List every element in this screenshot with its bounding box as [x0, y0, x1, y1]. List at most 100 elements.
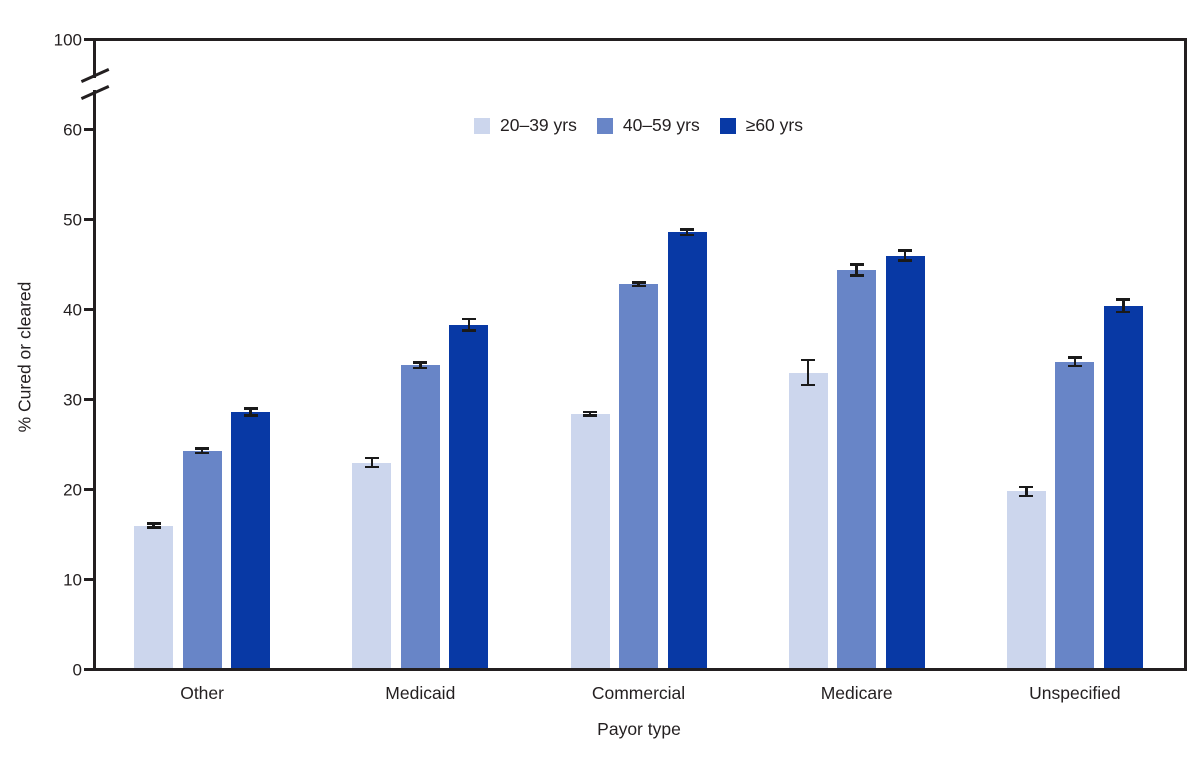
error-bar-stem: [467, 318, 471, 331]
error-bar-stem: [370, 458, 374, 467]
error-bar-cap: [631, 284, 646, 288]
error-bar-cap: [1019, 485, 1034, 489]
error-bar-cap: [243, 407, 258, 410]
y-tick: [84, 308, 93, 311]
error-bar-cap: [195, 451, 210, 455]
y-tick-label: 60: [63, 120, 82, 139]
y-tick-label: 30: [63, 390, 82, 409]
error-bar-stem: [588, 412, 592, 416]
error-bar-stem: [685, 229, 689, 235]
error-bar-cap: [1067, 356, 1082, 359]
plot-top-border: [93, 38, 1187, 41]
error-bar-stem: [637, 282, 640, 287]
error-bar-cap: [1067, 364, 1082, 367]
y-axis-title: % Cured or cleared: [14, 281, 35, 433]
bar-commercial-1: [570, 413, 610, 670]
x-axis-line: [93, 668, 1187, 671]
legend-label: 40–59 yrs: [622, 115, 700, 135]
error-bar-cap: [364, 456, 379, 460]
y-tick: [84, 398, 93, 401]
error-bar-cap: [631, 281, 646, 284]
error-bar-cap: [898, 249, 913, 252]
category-label-medicare: Medicare: [820, 683, 893, 703]
legend-swatch-icon: [596, 117, 613, 134]
error-bar-cap: [801, 358, 816, 362]
error-bar-stem: [1025, 486, 1028, 496]
bar-medicare-3: [885, 255, 925, 670]
error-bar-cap: [898, 259, 913, 262]
bar-medicaid-2: [400, 365, 440, 670]
legend-label: 20–39 yrs: [500, 115, 577, 135]
bar-unspecified-3: [1103, 305, 1143, 670]
error-bar-stem: [1122, 299, 1125, 313]
legend: 20–39 yrs 40–59 yrs ≥60 yrs: [93, 115, 1184, 136]
x-axis-title: Payor type: [597, 719, 681, 739]
error-bar-cap: [801, 383, 816, 387]
error-bar-cap: [583, 414, 597, 417]
error-bar-cap: [146, 526, 161, 529]
legend-swatch-icon: [474, 117, 490, 134]
error-bar-stem: [419, 362, 422, 368]
y-tick-label: 50: [63, 210, 82, 229]
y-tick: [84, 38, 93, 41]
error-bar-stem: [249, 408, 252, 416]
error-bar-cap: [243, 414, 258, 417]
category-label-unspecified: Unspecified: [1029, 683, 1121, 703]
category-label-other: Other: [180, 683, 224, 703]
y-tick-label: 20: [63, 480, 82, 499]
bar-unspecified-1: [1006, 491, 1046, 670]
error-bar-cap: [680, 233, 694, 237]
error-bar-cap: [461, 329, 476, 332]
legend-item: ≥60 yrs: [719, 115, 803, 136]
plot-right-border: [1184, 38, 1187, 671]
error-bar-stem: [806, 359, 810, 386]
error-bar-cap: [1116, 298, 1131, 301]
y-tick-label: 0: [72, 660, 82, 679]
y-tick-label: 40: [63, 300, 82, 319]
error-bar-cap: [461, 317, 476, 321]
legend-label: ≥60 yrs: [745, 115, 803, 135]
error-bar-cap: [849, 263, 864, 266]
error-bar-cap: [583, 410, 597, 414]
bar-other-3: [231, 412, 271, 670]
error-bar-cap: [1019, 494, 1034, 498]
bar-other-2: [182, 450, 222, 670]
error-bar-stem: [855, 264, 858, 276]
bar-commercial-3: [667, 232, 707, 670]
y-tick: [84, 128, 93, 131]
error-bar-stem: [152, 523, 155, 528]
y-tick: [84, 488, 93, 491]
error-bar-stem: [200, 448, 204, 454]
error-bar-cap: [413, 366, 428, 370]
legend-item: 40–59 yrs: [596, 115, 700, 136]
y-tick-label: 100: [53, 30, 82, 49]
y-axis-line: [93, 38, 96, 671]
error-bar-cap: [849, 274, 864, 277]
bar-other-1: [134, 525, 174, 670]
category-label-medicaid: Medicaid: [385, 683, 456, 703]
error-bar-stem: [1073, 357, 1077, 366]
axis-break-gap: [92, 77, 97, 90]
legend-swatch-icon: [719, 117, 736, 134]
y-tick: [84, 668, 93, 671]
y-tick: [84, 218, 93, 221]
bar-unspecified-2: [1055, 361, 1095, 670]
error-bar-cap: [413, 361, 428, 364]
bar-medicare-1: [788, 372, 828, 670]
error-bar-cap: [364, 465, 379, 469]
error-bar-cap: [146, 522, 161, 525]
bar-commercial-2: [619, 284, 658, 670]
error-bar-cap: [195, 447, 210, 450]
category-label-commercial: Commercial: [591, 683, 686, 703]
error-bar-cap: [1116, 310, 1131, 314]
error-bar-cap: [680, 228, 694, 231]
bar-medicaid-3: [449, 324, 489, 670]
error-bar-stem: [903, 250, 907, 261]
y-tick-label: 10: [63, 570, 82, 589]
legend-item: 20–39 yrs: [474, 115, 577, 136]
bar-medicaid-1: [352, 462, 392, 670]
y-tick: [84, 578, 93, 581]
bar-medicare-2: [837, 269, 877, 670]
